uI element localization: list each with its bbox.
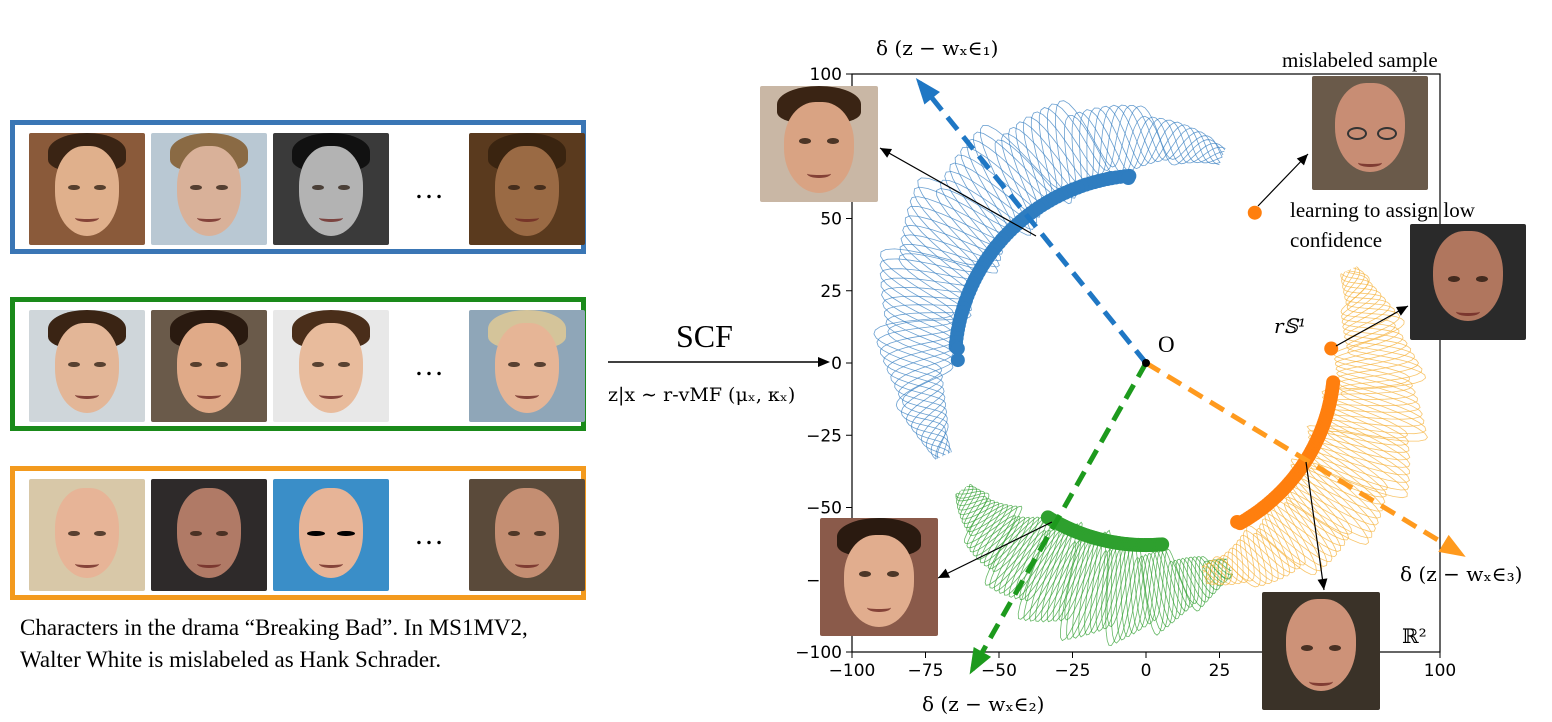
direction-arrow-orange-head: [1438, 535, 1465, 557]
thumb-orange-sample-top: [1410, 224, 1526, 340]
scatter-point-orange: [1230, 515, 1244, 529]
x-tick-label: −50: [981, 661, 1017, 681]
density-curve-blue: [874, 101, 1222, 459]
scatter-point-blue: [1121, 171, 1135, 185]
y-tick-label: −25: [806, 426, 842, 446]
density-curve-orange: [1206, 267, 1424, 585]
thumb-mislabeled-sample: [1312, 76, 1428, 190]
x-tick-label: 0: [1141, 661, 1152, 681]
scatter-point-orange: [1324, 342, 1338, 356]
y-tick-label: 0: [831, 354, 842, 374]
thumb-green-sample: [820, 518, 938, 636]
space-label: ℝ²: [1402, 624, 1427, 648]
x-tick-label: −75: [908, 661, 944, 681]
y-tick-label: 50: [820, 210, 842, 230]
annotation-arrow-orange-top-head: [1396, 306, 1408, 316]
scatter-point-orange: [1248, 206, 1262, 220]
learning-annotation-1: learning to assign low: [1290, 198, 1475, 223]
thumb-blue-sample: [760, 86, 878, 202]
y-tick-label: −50: [806, 499, 842, 519]
density-curve-blue: [881, 105, 1220, 452]
origin-label: O: [1158, 332, 1175, 358]
x-tick-label: −100: [829, 661, 876, 681]
direction-arrow-orange: [1146, 363, 1461, 554]
annotation-arrow-blue: [880, 148, 1036, 236]
y-tick-label: 25: [820, 282, 842, 302]
scatter-point-blue: [951, 353, 965, 367]
y-tick-label: −100: [795, 643, 842, 663]
sphere-label: r𝕊¹: [1274, 314, 1306, 338]
thumb-orange-sample-bottom: [1262, 592, 1380, 710]
direction-label-blue: δ (z − wₓ∈₁): [876, 36, 998, 60]
x-tick-label: 25: [1209, 661, 1231, 681]
scatter-point-green: [1155, 537, 1169, 551]
mislabeled-annotation: mislabeled sample: [1282, 48, 1438, 73]
scatter-point-orange: [1326, 375, 1340, 389]
direction-label-orange: δ (z − wₓ∈₃): [1400, 562, 1522, 586]
density-curve-blue: [885, 110, 1226, 458]
x-tick-label: 100: [1424, 661, 1456, 681]
annotation-arrow-orange-bottom-head: [1318, 578, 1328, 590]
learning-annotation-2: confidence: [1290, 228, 1382, 253]
scatter-point-green: [1139, 538, 1153, 552]
y-tick-label: 100: [810, 65, 842, 85]
x-tick-label: −25: [1055, 661, 1091, 681]
origin-point: [1142, 359, 1150, 367]
annotation-arrow-blue-head: [880, 148, 892, 158]
direction-label-green: δ (z − wₓ∈₂): [922, 692, 1044, 716]
density-curve-blue: [886, 112, 1225, 459]
scatter-point-blue: [1104, 171, 1118, 185]
